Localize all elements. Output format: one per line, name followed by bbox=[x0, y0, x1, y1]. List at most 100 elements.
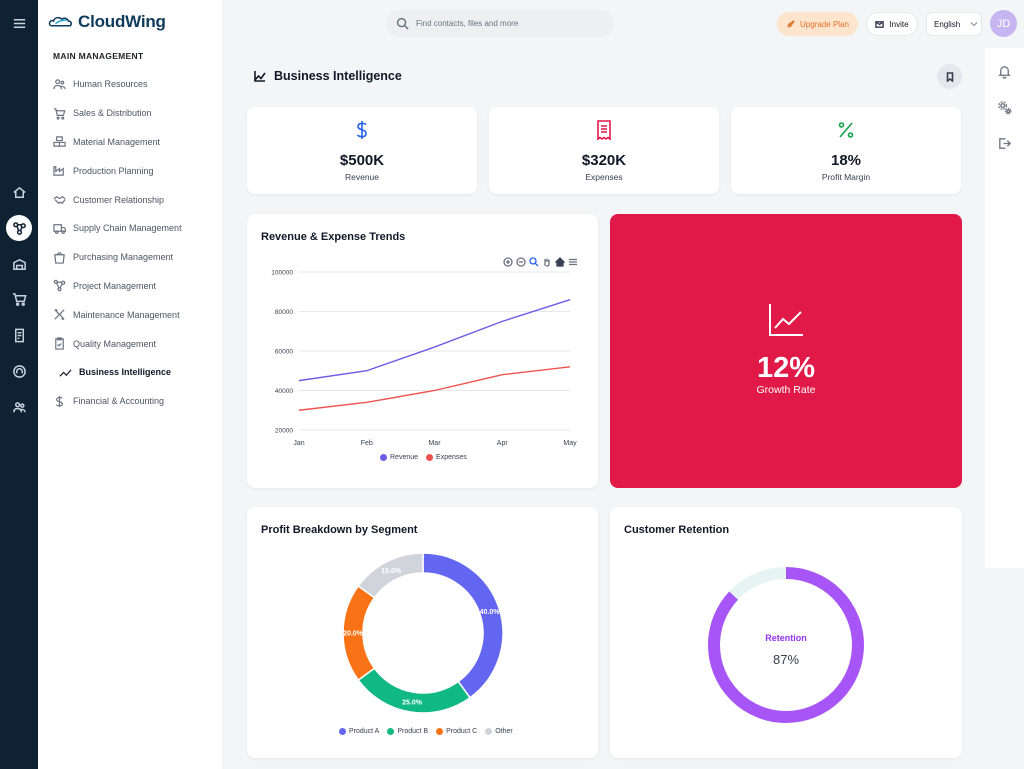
search-bar[interactable] bbox=[386, 10, 614, 37]
home-icon[interactable] bbox=[6, 179, 32, 205]
legend-swatch bbox=[426, 454, 434, 461]
language-select[interactable]: English bbox=[926, 12, 982, 36]
series-line-expenses bbox=[298, 366, 571, 411]
sidebar-item-business-intelligence[interactable]: Business Intelligence bbox=[53, 358, 218, 387]
sidebar-item-purchasing[interactable]: Purchasing Management bbox=[53, 243, 218, 272]
avatar[interactable]: JD bbox=[990, 10, 1017, 37]
donut-chart: 40.0% 25.0% 20.0% 15.0% bbox=[342, 552, 504, 714]
legend-label: Other bbox=[495, 728, 513, 735]
logo[interactable]: CloudWing bbox=[48, 12, 166, 32]
invoice-icon[interactable] bbox=[6, 322, 32, 348]
brand-name: CloudWing bbox=[78, 12, 166, 31]
section-title: MAIN MANAGEMENT bbox=[53, 51, 144, 61]
percent-icon bbox=[838, 122, 854, 138]
sidebar-item-label: Maintenance Management bbox=[73, 309, 180, 320]
x-tick-label: Mar bbox=[428, 440, 441, 447]
warehouse-icon[interactable] bbox=[6, 251, 32, 277]
logout-icon[interactable] bbox=[997, 136, 1012, 151]
sidebar-item-label: Purchasing Management bbox=[73, 252, 174, 263]
cart-icon[interactable] bbox=[6, 286, 32, 312]
clipboard-check-icon bbox=[55, 337, 64, 350]
trend-icon bbox=[59, 369, 72, 377]
chart-title: Revenue & Expense Trends bbox=[261, 231, 406, 243]
legend-item[interactable]: Revenue bbox=[380, 454, 418, 461]
settings-icon[interactable] bbox=[997, 100, 1012, 115]
segment-chart-card: Profit Breakdown by Segment 40.0% 25.0% 20… bbox=[247, 507, 598, 758]
network-icon[interactable] bbox=[6, 215, 32, 241]
tools-icon bbox=[54, 309, 65, 321]
sidebar-item-financial-accounting[interactable]: Financial & Accounting bbox=[53, 387, 218, 416]
cloudwing-logo-icon bbox=[48, 16, 72, 27]
sidebar: CloudWing MAIN MANAGEMENT Human Resource… bbox=[38, 0, 222, 769]
series-line-revenue bbox=[298, 298, 571, 382]
sidebar-item-maintenance[interactable]: Maintenance Management bbox=[53, 300, 218, 329]
legend-item[interactable]: Product C bbox=[436, 728, 477, 735]
y-tick-label: 40000 bbox=[275, 388, 293, 395]
legend-label: Product C bbox=[446, 728, 478, 735]
x-tick-label: Jan bbox=[293, 440, 304, 447]
sidebar-item-human-resources[interactable]: Human Resources bbox=[53, 70, 218, 99]
bell-icon[interactable] bbox=[997, 64, 1012, 79]
chart-title: Customer Retention bbox=[624, 524, 730, 536]
support-icon[interactable] bbox=[6, 358, 32, 384]
sidebar-item-label: Customer Relationship bbox=[73, 194, 165, 205]
sidebar-item-label: Sales & Distribution bbox=[73, 108, 152, 119]
chevron-down-icon bbox=[970, 22, 978, 27]
kpi-label: Revenue bbox=[344, 172, 380, 182]
sidebar-item-project-management[interactable]: Project Management bbox=[53, 272, 218, 301]
factory-icon bbox=[53, 166, 64, 177]
kpi-card-revenue: $500K Revenue bbox=[247, 107, 477, 194]
slice-label: 15.0% bbox=[381, 568, 402, 575]
legend-label: Expenses bbox=[436, 454, 467, 461]
legend-item[interactable]: Product A bbox=[339, 728, 379, 735]
sidebar-item-label: Production Planning bbox=[73, 165, 154, 176]
chart-toolbar bbox=[503, 257, 578, 267]
sidebar-item-label: Human Resources bbox=[73, 79, 148, 90]
kpi-label: Profit Margin bbox=[821, 172, 871, 182]
sidebar-item-label: Material Management bbox=[73, 136, 161, 147]
slice-label: 25.0% bbox=[402, 700, 423, 707]
slice-label: 20.0% bbox=[343, 631, 364, 638]
sidebar-item-production-planning[interactable]: Production Planning bbox=[53, 156, 218, 185]
legend-item[interactable]: Product B bbox=[387, 728, 428, 735]
legend-swatch bbox=[485, 728, 493, 735]
invite-button[interactable]: Invite bbox=[866, 12, 918, 36]
sidebar-item-customer-relationship[interactable]: Customer Relationship bbox=[53, 185, 218, 214]
zoom-select-icon[interactable] bbox=[529, 257, 539, 267]
menu-icon[interactable] bbox=[6, 10, 32, 36]
team-icon[interactable] bbox=[6, 394, 32, 420]
legend-item[interactable]: Other bbox=[485, 728, 513, 735]
search-input[interactable] bbox=[416, 19, 596, 28]
sidebar-item-sales-distribution[interactable]: Sales & Distribution bbox=[53, 99, 218, 128]
kpi-value: $500K bbox=[339, 152, 385, 169]
network-icon bbox=[53, 280, 66, 292]
reset-home-icon[interactable] bbox=[555, 257, 565, 267]
sidebar-item-quality[interactable]: Quality Management bbox=[53, 329, 218, 358]
x-tick-label: Apr bbox=[497, 440, 509, 447]
cart-icon bbox=[53, 107, 66, 120]
zoom-in-icon[interactable] bbox=[503, 257, 513, 267]
zoom-out-icon[interactable] bbox=[516, 257, 526, 267]
menu-icon[interactable] bbox=[568, 257, 578, 267]
page-title-text: Business Intelligence bbox=[274, 69, 402, 83]
upgrade-plan-button[interactable]: Upgrade Plan bbox=[777, 12, 858, 36]
kpi-value: $320K bbox=[581, 152, 627, 169]
legend-swatch bbox=[387, 728, 395, 735]
bookmark-button[interactable] bbox=[937, 64, 962, 89]
growth-value: 12% bbox=[756, 352, 816, 384]
legend-item[interactable]: Expenses bbox=[426, 454, 467, 461]
sidebar-item-material-management[interactable]: Material Management bbox=[53, 128, 218, 157]
pie-slice bbox=[357, 552, 424, 599]
sidebar-item-supply-chain[interactable]: Supply Chain Management bbox=[53, 214, 218, 243]
utility-column bbox=[985, 48, 1024, 568]
y-tick-label: 80000 bbox=[275, 309, 293, 316]
receipt-icon bbox=[597, 120, 611, 141]
pan-icon[interactable] bbox=[542, 257, 552, 267]
legend-swatch bbox=[380, 454, 387, 461]
y-tick-label: 100000 bbox=[271, 270, 293, 277]
kpi-card-expenses: $320K Expenses bbox=[489, 107, 719, 194]
icon-rail bbox=[0, 0, 38, 769]
handshake-icon bbox=[53, 196, 66, 205]
sidebar-item-label: Financial & Accounting bbox=[73, 396, 165, 407]
